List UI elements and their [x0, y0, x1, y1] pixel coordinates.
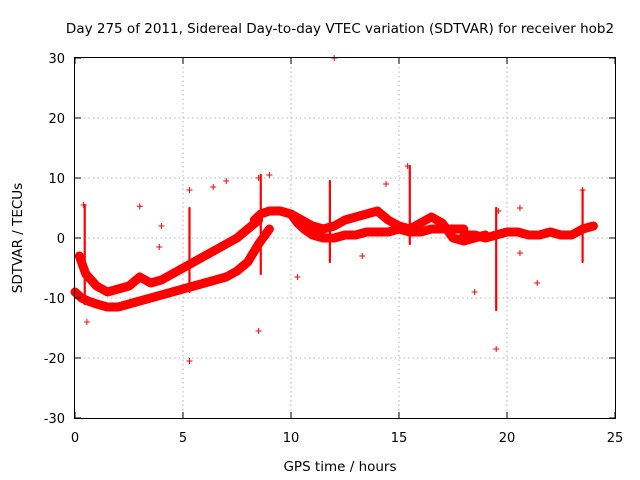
data-point [493, 346, 500, 352]
x-tick-label: 10 [283, 431, 300, 446]
data-point [255, 328, 262, 334]
data-points [80, 55, 586, 364]
x-axis-label: GPS time / hours [283, 459, 396, 475]
y-tick-label: -30 [44, 412, 65, 427]
data-point [136, 203, 143, 210]
data-band [70, 224, 274, 312]
data-cloud [70, 164, 598, 312]
y-tick-label: 10 [48, 172, 65, 187]
y-tick-label: 0 [57, 232, 65, 247]
x-tick-label: 20 [499, 431, 516, 446]
data-point [80, 202, 87, 208]
data-point [495, 208, 502, 214]
x-tick-label: 15 [391, 431, 408, 446]
y-tick-label: 30 [48, 52, 65, 67]
data-band [286, 206, 490, 246]
data-point [516, 250, 523, 256]
data-band [74, 215, 264, 297]
chart-title: Day 275 of 2011, Sidereal Day-to-day VTE… [66, 21, 614, 37]
data-point [359, 253, 366, 259]
data-point [210, 184, 217, 190]
data-point [156, 244, 163, 250]
data-band [249, 206, 469, 243]
data-point [223, 178, 230, 184]
data-point [579, 187, 586, 193]
y-tick-label: -20 [44, 352, 65, 367]
y-tick-label: -10 [44, 292, 65, 307]
y-tick-label: 20 [48, 112, 65, 127]
data-point [516, 205, 523, 211]
plot-frame [74, 57, 616, 419]
data-point [186, 187, 193, 193]
data-point [83, 319, 90, 325]
data-point [534, 280, 541, 286]
data-point [186, 358, 193, 364]
data-point [255, 175, 262, 181]
x-tick-label: 0 [71, 431, 79, 446]
data-point [266, 172, 273, 178]
x-tick-label: 5 [179, 431, 187, 446]
data-point [404, 163, 411, 169]
data-point [158, 223, 165, 229]
y-axis-label: SDTVAR / TECUs [10, 183, 26, 293]
data-point [294, 274, 301, 280]
axis-ticks: 0 5 10 15 20 25 -30 -20 -10 0 10 20 30 [44, 52, 624, 446]
data-point [471, 289, 478, 295]
data-band [459, 221, 598, 243]
data-point [383, 181, 390, 187]
x-tick-label: 25 [607, 431, 624, 446]
